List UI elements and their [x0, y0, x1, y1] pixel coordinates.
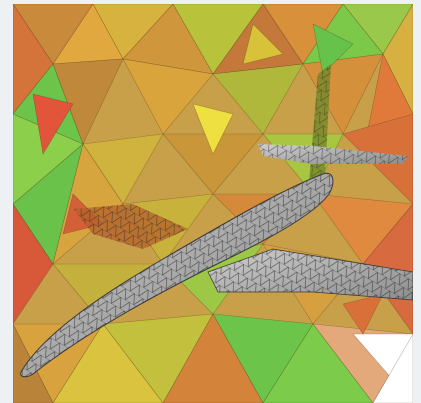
main-wing [207, 248, 413, 301]
mesh-refinement-zone [73, 204, 188, 249]
horizontal-stabilizer [258, 144, 408, 164]
mesh-render-viewport [13, 4, 413, 403]
mesh-render [13, 4, 413, 403]
fuselage [20, 172, 334, 378]
